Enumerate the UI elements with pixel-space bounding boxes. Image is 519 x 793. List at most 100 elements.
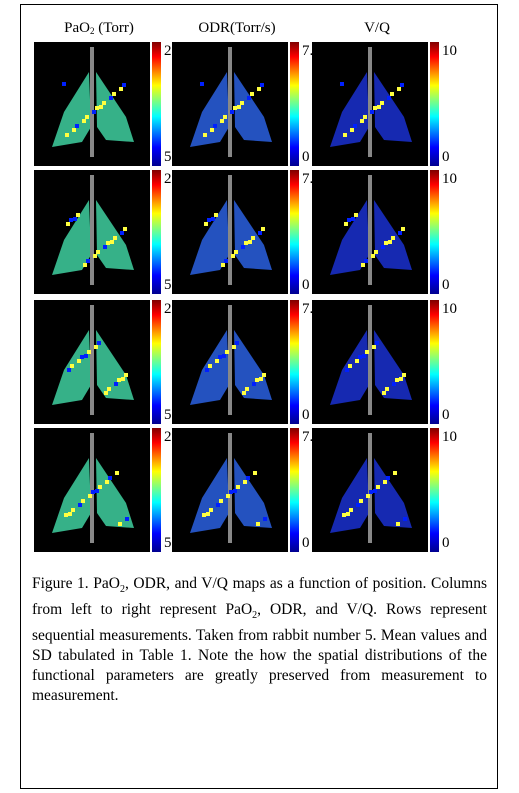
lung-map — [52, 305, 134, 415]
pixel — [366, 494, 370, 498]
trachea — [90, 175, 94, 285]
lung-left — [190, 200, 229, 275]
pixel — [340, 82, 344, 86]
pixel — [76, 213, 80, 217]
pixel — [376, 485, 380, 489]
colorbar — [290, 300, 299, 424]
pixel — [102, 101, 106, 105]
pixel — [397, 87, 401, 91]
pixel — [66, 222, 70, 226]
pixel — [234, 250, 238, 254]
pixel — [393, 471, 397, 475]
pixel — [213, 124, 217, 128]
colorbar-min: 0 — [302, 277, 310, 293]
map-image — [312, 170, 428, 294]
pixel — [93, 254, 97, 258]
pixel — [364, 259, 368, 263]
pixel — [95, 106, 99, 110]
pixel — [365, 350, 369, 354]
lung-right — [234, 330, 272, 400]
pixel — [121, 377, 125, 381]
pixel — [204, 222, 208, 226]
map-image — [34, 170, 150, 294]
pixel — [108, 476, 112, 480]
pixel — [220, 119, 224, 123]
colorbar — [290, 42, 299, 166]
pixel — [260, 83, 264, 87]
pixel — [392, 382, 396, 386]
pixel — [117, 378, 121, 382]
pixel — [246, 476, 250, 480]
lung-right — [96, 458, 134, 528]
lung-right — [374, 330, 412, 400]
pixel — [233, 489, 237, 493]
pixel — [398, 231, 402, 235]
pixel — [83, 263, 87, 267]
pixel — [262, 373, 266, 377]
pixel — [342, 513, 346, 517]
caption-part: , ODR, and V/Q. Rows represent sequentia… — [32, 601, 487, 705]
pixel — [64, 513, 68, 517]
lung-left — [190, 458, 229, 533]
pixel — [351, 217, 355, 221]
pixel — [85, 115, 89, 119]
pixel — [70, 364, 74, 368]
pixel — [119, 87, 123, 91]
lung-right — [234, 72, 272, 142]
pixel — [113, 236, 117, 240]
pixel — [263, 517, 267, 521]
colorbar-min: 0 — [442, 407, 450, 423]
pixel — [67, 368, 71, 372]
lung-left — [52, 72, 91, 147]
pixel — [233, 106, 237, 110]
pixel — [106, 241, 110, 245]
column-title: PaO2 (Torr) — [29, 20, 169, 37]
pixel — [112, 92, 116, 96]
lung-map — [190, 433, 272, 543]
pixel — [86, 259, 90, 263]
pixel — [62, 82, 66, 86]
pixel — [380, 101, 384, 105]
lung-map — [330, 305, 412, 415]
pixel — [344, 222, 348, 226]
column-title: V/Q — [307, 20, 447, 37]
pixel — [200, 82, 204, 86]
pixel — [218, 355, 222, 359]
colorbar — [152, 300, 161, 424]
pixel — [353, 124, 357, 128]
pixel — [243, 480, 247, 484]
pixel — [123, 227, 127, 231]
trachea — [368, 175, 372, 285]
pixel — [103, 245, 107, 249]
pixel — [377, 105, 381, 109]
pixel — [221, 263, 225, 267]
lung-left — [52, 200, 91, 275]
pixel — [230, 110, 234, 114]
pixel — [71, 508, 75, 512]
pixel — [345, 368, 349, 372]
pixel — [381, 245, 385, 249]
pixel — [258, 231, 262, 235]
pixel — [232, 345, 236, 349]
lung-right — [374, 72, 412, 142]
lung-right — [374, 200, 412, 270]
lung-map — [52, 47, 134, 157]
pixel — [347, 218, 351, 222]
lung-right — [96, 72, 134, 142]
pixel — [382, 391, 386, 395]
map-image — [34, 300, 150, 424]
pixel — [253, 471, 257, 475]
lung-right — [234, 458, 272, 528]
colorbar — [430, 42, 439, 166]
pixel — [371, 254, 375, 258]
trachea — [90, 305, 94, 415]
title-part: V/Q — [364, 20, 390, 36]
map-image — [172, 170, 288, 294]
lung-right — [234, 200, 272, 270]
colorbar-min: 0 — [442, 149, 450, 165]
colorbar — [290, 428, 299, 552]
pixel — [374, 250, 378, 254]
colorbar — [152, 428, 161, 552]
colorbar — [430, 428, 439, 552]
lung-left — [52, 458, 91, 533]
